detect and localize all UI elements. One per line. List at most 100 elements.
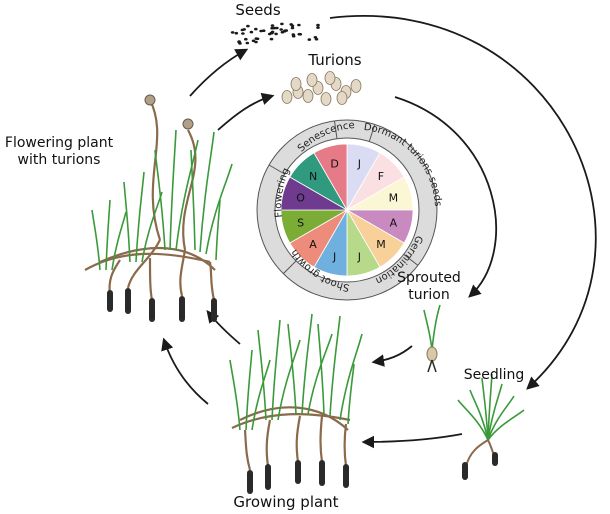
phase-divider [368,124,376,142]
seedling-illustration [457,373,525,480]
root-tuber [295,460,301,484]
seed-dot [270,30,275,34]
leaf-blade [169,129,177,251]
flowering-label-line1: Flowering plant [4,135,114,151]
seed-dot [244,37,248,41]
arrow-sprouted-to-growing [371,345,413,367]
seed-dot [245,41,250,45]
turion-bulb [320,92,332,106]
seed-dot [241,32,245,35]
leaf-blade [135,171,145,263]
leaf-blade [251,359,271,431]
month-letter: M [376,238,386,251]
root-tuber [265,464,271,490]
flowering-label: Flowering plant with turions [0,135,118,169]
seed-dot [313,36,318,39]
leaf-blade [205,163,233,255]
leaf-blade [457,399,489,441]
arrow-seeds-to-seedling [329,15,597,390]
arrow-flowering-to-seeds [189,48,249,97]
seed-dot [307,38,312,41]
month-letter: N [309,170,317,183]
month-letter: S [297,216,304,229]
seed-dot [254,40,258,44]
calendar-phase-dividers [268,120,419,274]
month-letter: A [309,238,317,251]
leaf-blade [154,149,166,251]
seed-dot [234,31,239,35]
root-tuber [211,298,217,322]
leaf-blade [245,349,253,431]
growing-plant-illustration [229,313,363,494]
seed-dot [269,37,274,41]
root-tuber [179,296,185,322]
arrow-growing-to-flowering-2 [161,337,209,405]
root-tuber [125,288,131,314]
root-tuber [319,460,325,486]
leaf-blade [487,395,515,441]
flowering-label-line2: with turions [17,152,101,168]
month-letter: F [378,170,384,183]
month-slice [313,143,348,212]
leaf-blade [487,409,525,441]
leaf-blade [317,323,325,415]
arrow-flowering-to-turions [217,92,275,131]
turions-label: Turions [308,51,362,69]
month-letter: A [390,216,398,229]
seed-dot [272,26,277,30]
seeds-label: Seeds [235,1,281,19]
leaf-blade [339,333,363,421]
root-tuber [107,290,113,312]
month-letter: J [357,250,361,263]
seed-dot [280,22,284,26]
seeds-illustration [230,22,320,45]
seed-dot [291,34,296,38]
seed-dot [254,37,259,40]
seed-dot [282,30,287,33]
leaf-blade [271,319,281,421]
turion-bulb [290,77,302,91]
turion-bulb [302,89,314,103]
phase-divider [283,260,297,274]
seed-dot [274,32,278,36]
seed-dot [246,24,250,28]
seed-dot [249,30,254,34]
seed-dot [254,27,258,31]
leaf-blade [199,131,215,253]
leaf-blade [469,389,489,441]
seed-dot [297,32,302,36]
turion-bulb [350,79,362,93]
month-letter: O [296,192,305,205]
arrow-growing-to-flowering-1 [206,310,241,345]
leaf-blade [277,339,301,421]
month-letter: J [357,158,361,171]
turion-bulb [306,73,318,87]
turion-bulb [336,91,348,105]
root-tuber [247,470,253,494]
leaf-blade [329,315,341,417]
leaf-blade [487,383,503,441]
seed-dot [279,28,284,31]
leaf-blade [287,323,297,415]
arrow-seedling-to-growing [361,433,463,449]
leaf-blade [347,363,355,425]
growing-label: Growing plant [233,493,339,511]
leaf-blade [301,313,313,415]
sprouted-label: Sprouted turion [392,270,466,304]
root-tuber [149,298,155,322]
seed-dot [297,23,301,27]
phase-divider [268,164,285,175]
leaf-blade [215,199,221,261]
seedling-label: Seedling [463,367,525,383]
leaf-blade [175,139,199,251]
turion-bulb [281,90,293,104]
seed-dot [290,24,295,28]
seed-dot [242,28,246,31]
leaf-blade [123,181,131,263]
flowering-plant-illustration [84,94,233,322]
sprouted-label-line1: Sprouted [397,270,461,286]
month-letter: M [389,192,399,205]
seed-dot [230,31,235,34]
